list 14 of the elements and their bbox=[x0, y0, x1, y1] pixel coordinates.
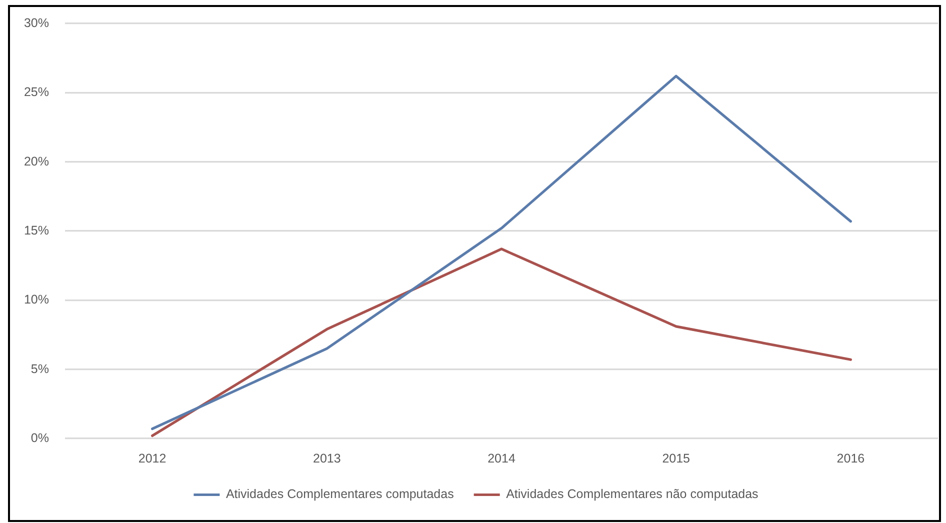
legend-label: Atividades Complementares não computadas bbox=[506, 487, 758, 502]
x-tick-label: 2013 bbox=[312, 451, 341, 466]
y-tick-label: 20% bbox=[24, 154, 49, 168]
y-tick-label: 15% bbox=[24, 223, 49, 238]
y-tick-label: 25% bbox=[24, 85, 49, 100]
legend-label: Atividades Complementares computadas bbox=[226, 487, 454, 502]
x-tick-label: 2012 bbox=[138, 451, 166, 466]
x-tick-label: 2014 bbox=[488, 451, 516, 466]
y-tick-label: 10% bbox=[24, 292, 49, 307]
y-tick-label: 0% bbox=[30, 430, 49, 445]
y-tick-label: 5% bbox=[30, 362, 49, 376]
x-tick-label: 2016 bbox=[836, 451, 865, 466]
x-tick-label: 2015 bbox=[662, 451, 690, 466]
y-tick-label: 30% bbox=[24, 16, 49, 30]
